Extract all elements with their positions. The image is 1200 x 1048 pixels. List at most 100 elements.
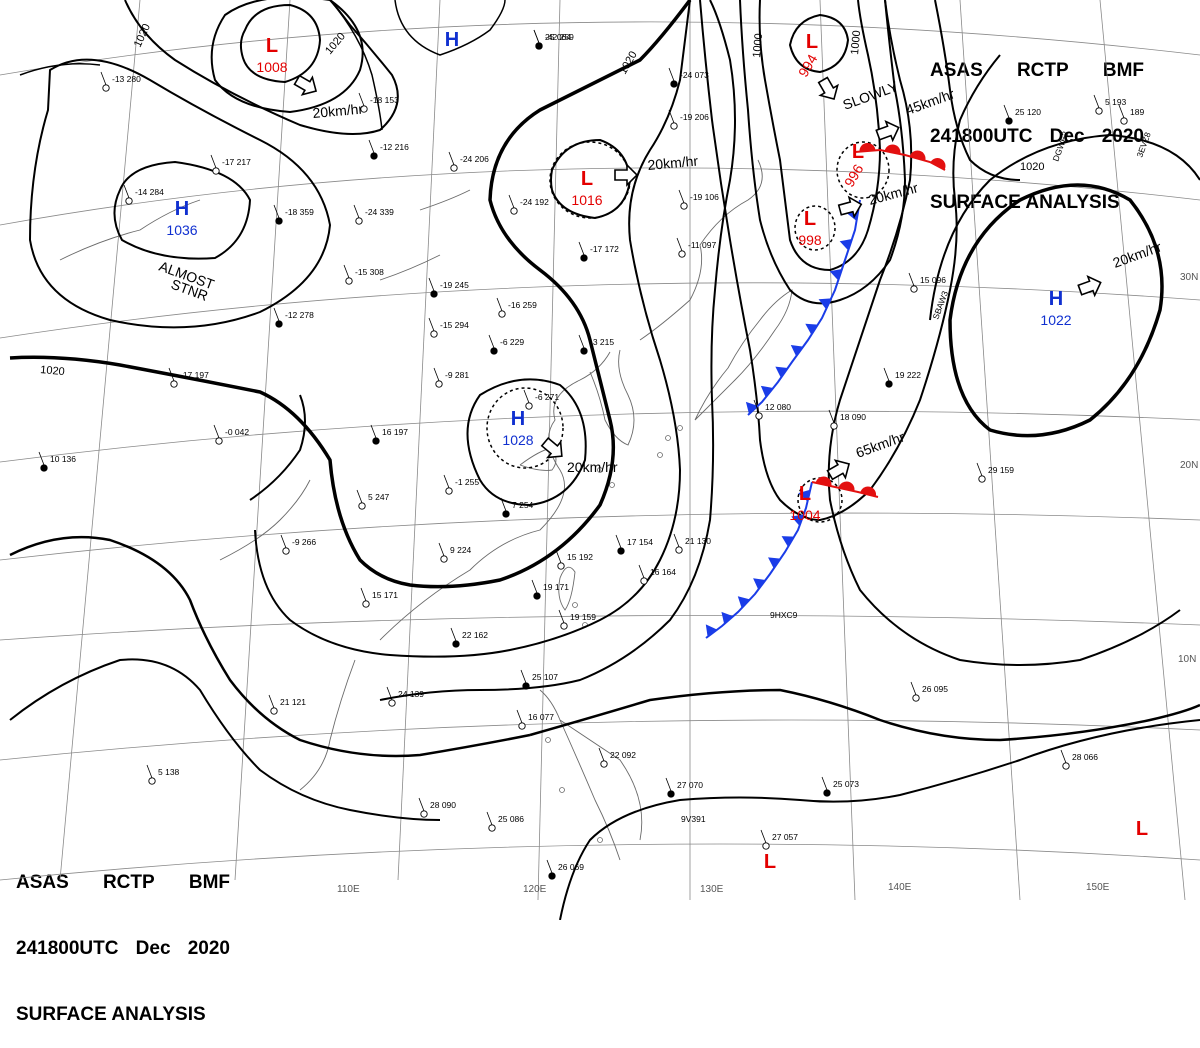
coastline: [639, 159, 763, 341]
station-circle: [680, 202, 688, 210]
motion-arrow: [1077, 274, 1102, 298]
longitude-line: [59, 0, 141, 881]
station-circle: [362, 600, 370, 608]
station-circle: [755, 412, 763, 420]
station-plot: 5 193: [1093, 94, 1127, 115]
high-center: H 1036: [166, 198, 197, 238]
cold-front-barb: [798, 489, 811, 502]
station-value: -17 217: [222, 157, 251, 167]
cold-front-barb: [745, 401, 758, 415]
station-value: 25 073: [833, 779, 859, 789]
high-symbol: H: [445, 29, 459, 51]
station-plot: -24 192: [508, 194, 549, 215]
latitude-label: 20N: [1180, 460, 1198, 471]
wind-barb: [368, 139, 375, 154]
station-value: 25 120: [1015, 107, 1041, 117]
wind-barb: [450, 627, 457, 642]
station-value: -24 206: [460, 154, 489, 164]
warm-front-north-line: [854, 148, 946, 171]
island: [597, 467, 603, 473]
island: [609, 482, 615, 488]
station-circle: [435, 380, 443, 388]
wind-barb: [500, 497, 507, 512]
station-plot: -19 245: [428, 277, 469, 298]
isobar-line: [254, 0, 691, 658]
station-plot: 24 139: [386, 686, 424, 707]
station-value: 22 162: [462, 630, 488, 640]
station-plot: 28 090: [418, 797, 456, 818]
station-plot: 12 080: [753, 399, 791, 420]
station-value: 19 159: [570, 612, 596, 622]
station-value: -12 216: [380, 142, 409, 152]
wind-barb: [516, 709, 523, 724]
station-circle: [125, 197, 133, 205]
station-plot: -11 097: [676, 237, 716, 258]
station-value: 28 090: [430, 800, 456, 810]
station-circle: [617, 547, 625, 555]
station-value: -1 255: [455, 477, 479, 487]
station-circle: [275, 320, 283, 328]
low-symbol: L: [581, 168, 593, 190]
wind-barb: [100, 71, 107, 86]
wind-barb: [273, 307, 280, 322]
station-circle: [355, 217, 363, 225]
station-circle: [580, 254, 588, 262]
low-symbol: L: [266, 35, 278, 57]
station-value: -18 359: [285, 207, 314, 217]
station-value: -24 073: [680, 70, 709, 80]
wind-barb: [38, 451, 45, 466]
station-circle: [830, 422, 838, 430]
station-value: -42 259: [545, 32, 574, 42]
latitude-line: [0, 21, 1200, 76]
station-value: 25 107: [532, 672, 558, 682]
station-value: -11 097: [688, 240, 716, 250]
station-circle: [667, 790, 675, 798]
station-value: 26 069: [558, 862, 584, 872]
wind-barb: [273, 204, 280, 219]
station-circle: [370, 152, 378, 160]
coastline: [59, 199, 201, 261]
ship-id: 9V391: [681, 814, 706, 824]
isobar-line: [739, 0, 906, 305]
motion-label: 65km/hr: [854, 428, 907, 460]
station-value: 18 090: [840, 412, 866, 422]
station-plot: 18 090: [828, 409, 866, 430]
latitude-line: [0, 282, 1200, 339]
weather-map: 30N 20N 10N 110E 120E 130E 140E 150E 1020 1020 10…: [0, 0, 1200, 920]
wind-barb: [520, 669, 527, 684]
wind-barb: [1003, 104, 1010, 119]
low-symbol: L: [804, 208, 816, 230]
high-symbol: H: [1049, 288, 1063, 310]
center-pressure: 1004: [789, 507, 820, 523]
station-circle: [640, 577, 648, 585]
station-value: -16 259: [508, 300, 537, 310]
station-value: 19 171: [543, 582, 569, 592]
wind-barb: [578, 241, 585, 256]
isobar-label: 1000: [751, 33, 765, 58]
station-value: -24 339: [365, 207, 394, 217]
station-circle: [675, 546, 683, 554]
station-circle: [823, 789, 831, 797]
cold-front-barb: [753, 578, 766, 590]
station-plot: 25 086: [486, 811, 524, 832]
station-circle: [510, 207, 518, 215]
low-center: L 1004: [789, 483, 820, 523]
station-circle: [1120, 117, 1128, 125]
wind-barb: [448, 151, 455, 166]
station-value: -15 294: [440, 320, 469, 330]
station-circle: [358, 502, 366, 510]
station-plot: 25 120: [1003, 104, 1041, 125]
station-circle: [490, 347, 498, 355]
motion-label: 20km/hr: [647, 153, 699, 173]
station-circle: [557, 562, 565, 570]
station-plot: -12 216: [368, 139, 409, 160]
station-value: 7 254: [512, 500, 534, 510]
station-plot: 5 247: [356, 489, 390, 510]
motion-label: 20km/hr: [567, 459, 618, 475]
station-circle: [275, 217, 283, 225]
header-code: BMF: [188, 872, 230, 893]
header-title: SURFACE ANALYSIS: [930, 192, 1120, 213]
cold-front-barb: [705, 624, 718, 637]
station-value: 22 092: [610, 750, 636, 760]
